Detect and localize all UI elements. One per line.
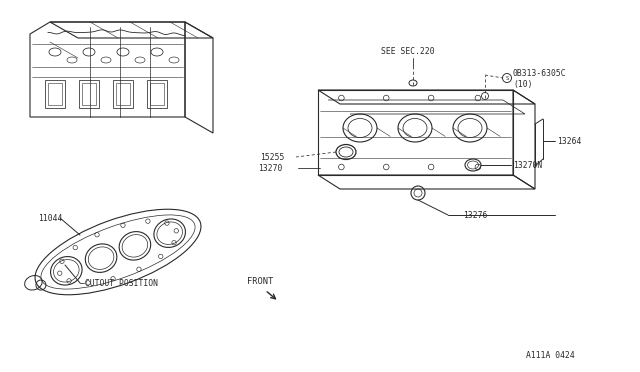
Text: 0B313-6305C
(10): 0B313-6305C (10) bbox=[513, 69, 566, 89]
Text: 13270: 13270 bbox=[258, 164, 282, 173]
Text: SEE SEC.220: SEE SEC.220 bbox=[381, 46, 435, 55]
Text: S: S bbox=[506, 76, 509, 80]
Text: 13264: 13264 bbox=[557, 137, 581, 145]
Text: 15255: 15255 bbox=[260, 153, 284, 161]
Text: 11044: 11044 bbox=[38, 214, 62, 222]
Text: FRONT: FRONT bbox=[247, 278, 273, 286]
Text: A111A 0424: A111A 0424 bbox=[526, 350, 575, 359]
Text: —CUTOUT POSITION: —CUTOUT POSITION bbox=[80, 279, 158, 288]
Text: 13276: 13276 bbox=[463, 211, 488, 219]
Text: 13270N: 13270N bbox=[513, 160, 542, 170]
